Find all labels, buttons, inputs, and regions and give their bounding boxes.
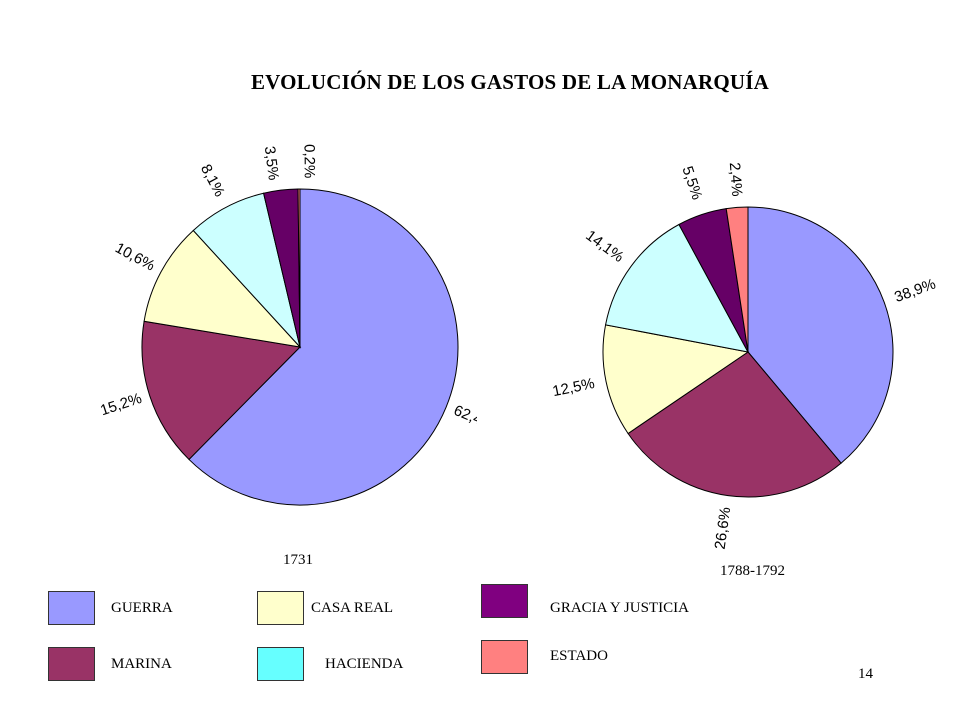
pie-slice-casa-real-1731	[143, 229, 302, 348]
pie-label-guerra-1788-1792: 38,9%	[892, 275, 938, 306]
pie-chart-1731: 62,4% 15,2% 10,6% 8,1% 3,5% 0,2%	[98, 144, 497, 506]
year-label-1788-1792: 1788-1792	[720, 563, 785, 579]
legend-label-estado: ESTADO	[550, 648, 608, 664]
pie-slice-marina-1731	[141, 320, 302, 461]
legend-swatch-guerra	[48, 591, 95, 625]
pie-label-marina-1788-1792: 26,6%	[712, 506, 735, 550]
pie-label-estado-1731: 0,2%	[301, 144, 318, 178]
pie-chart-1788-1792: 38,9% 26,6% 12,5% 14,1% 5,5% 2,4%	[551, 162, 938, 551]
pie-slice-estado-1788-1792	[725, 206, 749, 353]
year-label-1731: 1731	[283, 552, 313, 568]
legend-swatch-gracia-y-justicia	[481, 584, 528, 618]
pie-label-casa-real-1788-1792: 12,5%	[551, 375, 596, 400]
page-number: 14	[858, 666, 873, 682]
legend-swatch-estado	[481, 640, 528, 674]
pie-label-estado-1788-1792: 2,4%	[726, 162, 746, 197]
pie-slice-estado-1731	[297, 188, 301, 348]
legend-label-casa-real: CASA REAL	[311, 600, 394, 616]
legend-swatch-marina	[48, 647, 95, 681]
pie-slice-casa-real-1788-1792	[602, 324, 750, 435]
pie-label-gracia-justicia-1788-1792: 5,5%	[678, 164, 705, 202]
legend-label-gracia-y-justicia: GRACIA Y JUSTICIA	[550, 600, 689, 616]
pie-slice-guerra-1731	[188, 188, 459, 506]
pie-label-gracia-justicia-1731: 3,5%	[261, 145, 282, 181]
legend-label-marina: MARINA	[111, 656, 172, 672]
legend-label-guerra: GUERRA	[111, 600, 173, 616]
legend-label-hacienda: HACIENDA	[325, 656, 404, 672]
legend-swatch-casa-real	[257, 591, 304, 625]
pie-slice-marina-1788-1792	[627, 351, 842, 498]
pie-label-casa-real-1731: 10,6%	[112, 239, 158, 274]
chart-title: EVOLUCIÓN DE LOS GASTOS DE LA MONARQUÍA	[250, 70, 770, 94]
pie-slice-guerra-1788-1792	[747, 206, 894, 464]
pie-label-marina-1731: 15,2%	[98, 390, 144, 419]
pie-slice-hacienda-1788-1792	[604, 223, 749, 353]
legend-swatch-hacienda	[257, 647, 304, 681]
pie-label-guerra-1731: 62,4%	[451, 402, 497, 434]
pie-label-hacienda-1788-1792: 14,1%	[582, 227, 626, 266]
pie-label-hacienda-1731: 8,1%	[197, 162, 228, 200]
